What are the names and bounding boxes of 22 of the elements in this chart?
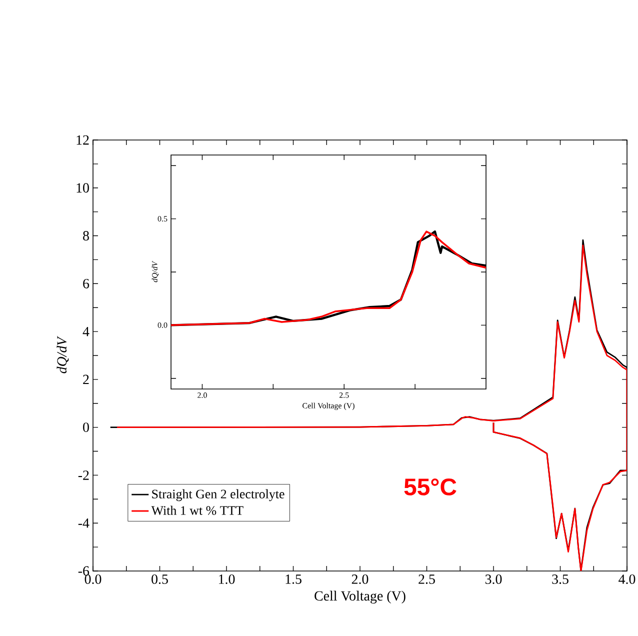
y-tick-label: -6 (78, 566, 90, 576)
y-tick-label: 2 (83, 374, 89, 384)
x-tick-label: 1.0 (219, 574, 235, 584)
y-axis-title: dQ/dV (56, 336, 69, 374)
x-tick-label: 3.0 (485, 574, 502, 584)
y-tick-label: -4 (78, 518, 90, 528)
y-tick-label: 10 (76, 183, 89, 193)
x-tick-label: 3.5 (552, 574, 568, 584)
x-tick-label: 2.0 (352, 574, 368, 584)
y-tick-label: 6 (83, 278, 90, 288)
y-tick-label: 0 (83, 422, 89, 432)
y-tick-label: -2 (78, 470, 89, 480)
y-tick-label: 12 (76, 135, 89, 145)
y-tick-label: 8 (83, 231, 89, 240)
x-tick-label: 2.5 (418, 574, 435, 584)
y-tick-label: 4 (82, 326, 90, 336)
legend-label: Straight Gen 2 electrolyte (152, 489, 284, 502)
legend-label: With 1 wt % TTT (151, 506, 244, 515)
x-tick-label: 1.5 (286, 574, 302, 584)
annotation: 55°C (404, 478, 456, 496)
x-tick-label: 4.0 (618, 574, 636, 584)
x-axis-title: Cell Voltage (V) (314, 590, 406, 604)
